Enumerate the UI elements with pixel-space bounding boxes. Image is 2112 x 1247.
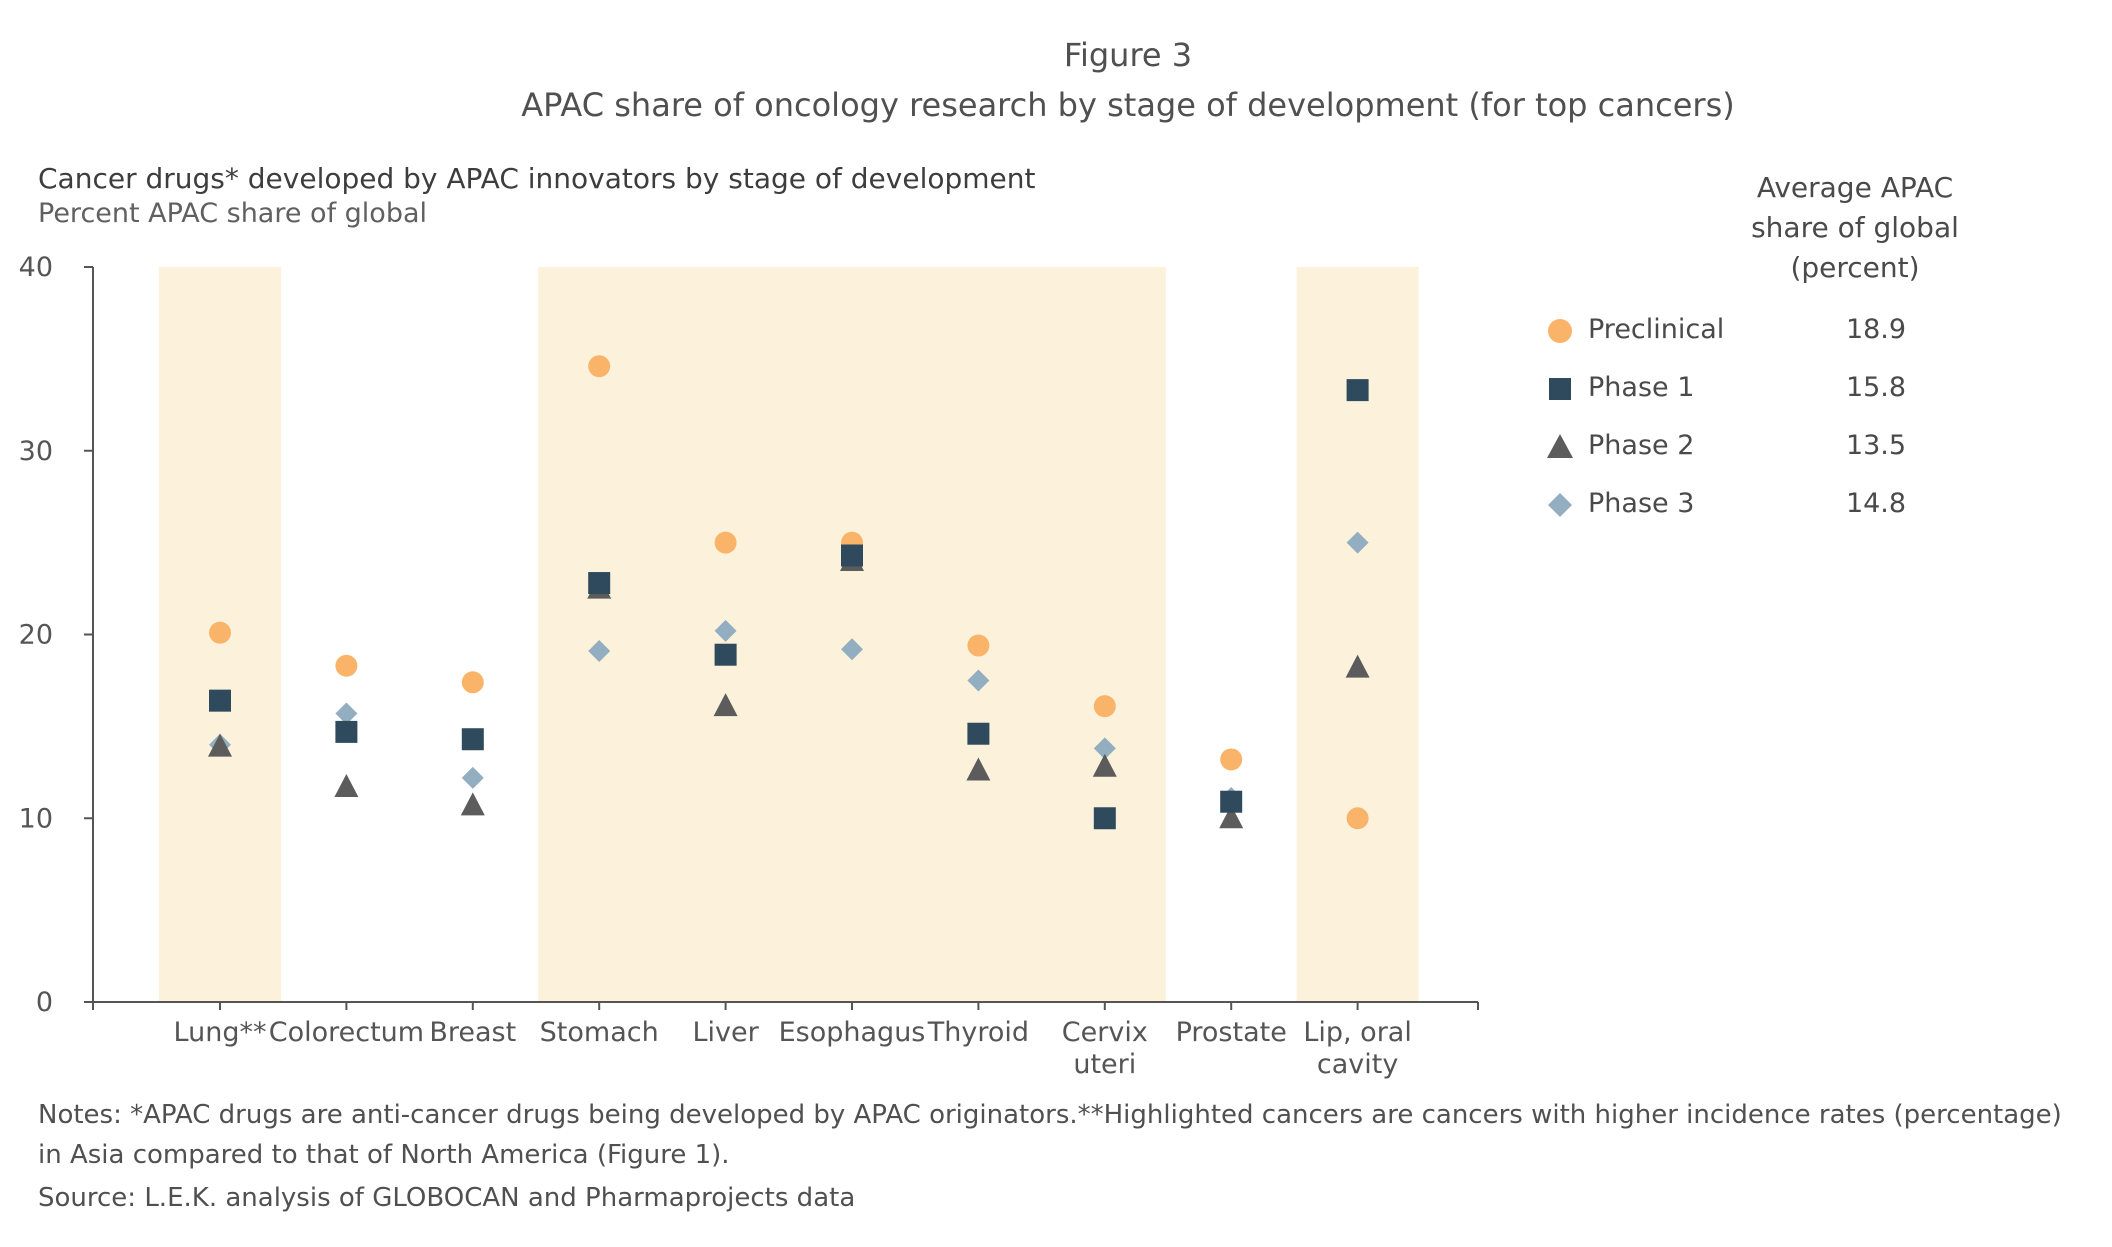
data-point-phase-3 [967,669,990,692]
data-point-phase-2 [460,792,485,816]
data-point-preclinical [1220,748,1243,771]
legend-average-value: 15.8 [1845,372,1907,403]
data-point-phase-2 [713,693,738,717]
x-tick-label: Breast [429,1017,516,1048]
legend-heading-line: Average APAC [1756,171,1954,204]
data-point-preclinical [967,634,990,657]
data-point-phase-1 [461,728,484,751]
legend-label: Preclinical [1588,314,1725,345]
x-tick-label: Colorectum [269,1017,424,1048]
data-point-preclinical [461,671,484,694]
circle-icon [1548,319,1572,343]
y-tick-label: 20 [19,620,53,651]
diamond-icon [1548,493,1572,517]
data-point-preclinical [1346,807,1369,830]
highlight-band [1296,267,1419,1002]
x-tick-label: Cervix [1062,1017,1148,1048]
y-tick-label: 30 [19,436,53,467]
data-point-preclinical [209,621,231,644]
legend-item-phase-2: Phase 2 13.5 [1540,427,1960,467]
data-point-phase-3 [588,640,611,663]
legend-heading-line: (percent) [1790,251,1920,284]
data-point-phase-2 [1345,654,1370,678]
x-tick-label: Lip, oral [1303,1017,1412,1048]
data-point-phase-3 [714,619,737,642]
x-tick-label: Thyroid [927,1017,1029,1048]
data-point-phase-2 [1092,753,1117,777]
x-tick-label: Prostate [1176,1017,1287,1048]
legend-heading-line: share of global [1751,211,1959,244]
data-point-phase-3 [335,702,358,725]
legend-item-preclinical: Preclinical 18.9 [1540,311,1960,351]
square-icon [1549,378,1571,400]
chart-subtitle: Cancer drugs* developed by APAC innovato… [38,162,1036,195]
legend-label: Phase 3 [1588,488,1695,519]
legend-item-phase-3: Phase 3 14.8 [1540,485,1960,525]
triangle-icon [1547,434,1573,458]
data-point-phase-2 [966,757,991,781]
chart-title: APAC share of oncology research by stage… [521,86,1735,124]
legend-average-value: 14.8 [1845,488,1907,519]
data-point-phase-2 [334,774,359,798]
data-point-phase-1 [714,643,737,666]
legend-label: Phase 1 [1588,372,1695,403]
highlight-band [538,267,1166,1002]
data-point-phase-1 [1220,790,1243,813]
data-point-phase-3 [1093,737,1116,760]
data-point-phase-1 [335,720,358,743]
data-point-phase-1 [1093,807,1116,830]
data-point-phase-2 [208,733,232,757]
data-point-phase-3 [1346,531,1369,554]
x-tick-label: Liver [692,1017,759,1048]
data-point-phase-1 [1346,379,1369,402]
x-tick-label: uteri [1073,1049,1136,1080]
data-point-preclinical [1093,695,1116,718]
data-point-phase-1 [209,689,231,712]
chart-source: Source: L.E.K. analysis of GLOBOCAN and … [38,1183,856,1213]
data-point-phase-3 [841,638,863,661]
chart-notes: Notes: *APAC drugs are anti-cancer drugs… [38,1100,2062,1170]
figure-label: Figure 3 [1063,36,1193,74]
x-tick-label: cavity [1317,1049,1398,1080]
data-point-phase-1 [841,544,863,567]
x-tick-label: Stomach [540,1017,659,1048]
data-point-preclinical [588,355,611,378]
data-point-phase-1 [588,572,611,595]
y-tick-label: 40 [19,252,53,283]
data-point-preclinical [335,654,358,677]
data-point-phase-2 [1219,805,1244,829]
x-tick-label: Lung** [174,1017,267,1048]
legend-label: Phase 2 [1588,430,1695,461]
y-tick-label: 0 [36,987,53,1018]
x-tick-label: Esophagus [779,1017,926,1048]
data-point-phase-1 [967,722,990,745]
data-point-preclinical [714,531,737,554]
data-point-phase-3 [461,766,484,789]
y-axis-unit-label: Percent APAC share of global [38,198,428,229]
legend-item-phase-1: Phase 1 15.8 [1540,369,1960,409]
legend-average-value: 18.9 [1845,314,1907,345]
y-tick-label: 10 [19,803,53,834]
legend-average-value: 13.5 [1845,430,1907,461]
legend-heading: Average APAC share of global (percent) [1700,168,2010,288]
